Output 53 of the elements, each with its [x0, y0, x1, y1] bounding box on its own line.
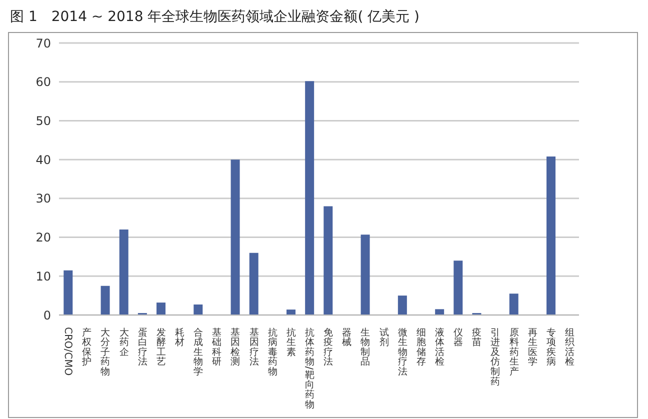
- bar: [435, 309, 444, 315]
- x-tick-label: 基因检测: [230, 326, 241, 368]
- x-tick-label: 细胞储存: [416, 326, 426, 368]
- bar: [305, 81, 314, 315]
- bar: [360, 234, 370, 315]
- bar: [398, 296, 407, 315]
- x-tick-label: 组织活检: [564, 326, 575, 368]
- bar: [156, 302, 166, 315]
- x-tick-label: 基础科研: [211, 326, 222, 368]
- y-tick-label: 10: [36, 269, 51, 284]
- bar: [324, 206, 333, 315]
- bar: [230, 160, 240, 315]
- x-tick-label: CRO/CMO: [62, 327, 73, 376]
- bar: [64, 270, 73, 315]
- bar: [194, 304, 203, 315]
- bar: [286, 310, 296, 315]
- x-tick-label: 蛋白疗法: [138, 326, 148, 368]
- x-tick-label: 仪器: [454, 326, 464, 348]
- bar: [546, 156, 556, 315]
- x-tick-label: 疫苗: [472, 326, 482, 348]
- bar: [100, 286, 110, 315]
- y-tick-label: 70: [36, 36, 51, 50]
- x-tick-label: 合成生物学: [194, 326, 204, 378]
- y-tick-label: 60: [36, 75, 51, 90]
- y-tick-label: 50: [36, 114, 51, 128]
- x-tick-label: 生物制品: [360, 326, 371, 368]
- x-tick-label: 免疫疗法: [324, 326, 334, 368]
- x-tick-label: 产权保护: [81, 326, 92, 368]
- x-tick-label: 专项疾病: [546, 326, 556, 368]
- bar: [249, 252, 258, 315]
- x-tick-label: 大药企: [119, 326, 130, 358]
- bar: [119, 230, 128, 315]
- x-tick-label: 试剂: [379, 326, 390, 348]
- bar: [454, 260, 463, 315]
- x-tick-label: 引进及仿制药: [490, 327, 501, 388]
- x-tick-label: 抗病毒药物: [268, 326, 278, 378]
- x-tick-label: 再生医学: [528, 327, 538, 368]
- x-tick-label: 液体活检: [434, 326, 445, 368]
- x-tick-label: 原料药生产: [509, 327, 520, 378]
- x-tick-label: 器械: [342, 327, 352, 348]
- x-tick-label: 基因疗法: [249, 326, 260, 368]
- chart-title: 图 1 2014 ~ 2018 年全球生物医药领域企业融资金额( 亿美元 ): [9, 8, 421, 27]
- x-tick-label: 大分子药物: [100, 326, 111, 378]
- y-tick-label: 0: [43, 308, 51, 322]
- x-tick-label: 耗材: [174, 326, 185, 348]
- y-tick-label: 30: [36, 192, 51, 206]
- bar: [509, 294, 518, 315]
- category-label: 抗体药物/靶向药物: [303, 327, 315, 410]
- y-tick-label: 40: [36, 152, 51, 167]
- y-tick-label: 20: [36, 230, 51, 245]
- x-tick-label: 发酵工艺: [156, 327, 166, 368]
- x-tick-label: 抗生素: [286, 326, 296, 358]
- x-tick-label: 微生物疗法: [398, 327, 408, 378]
